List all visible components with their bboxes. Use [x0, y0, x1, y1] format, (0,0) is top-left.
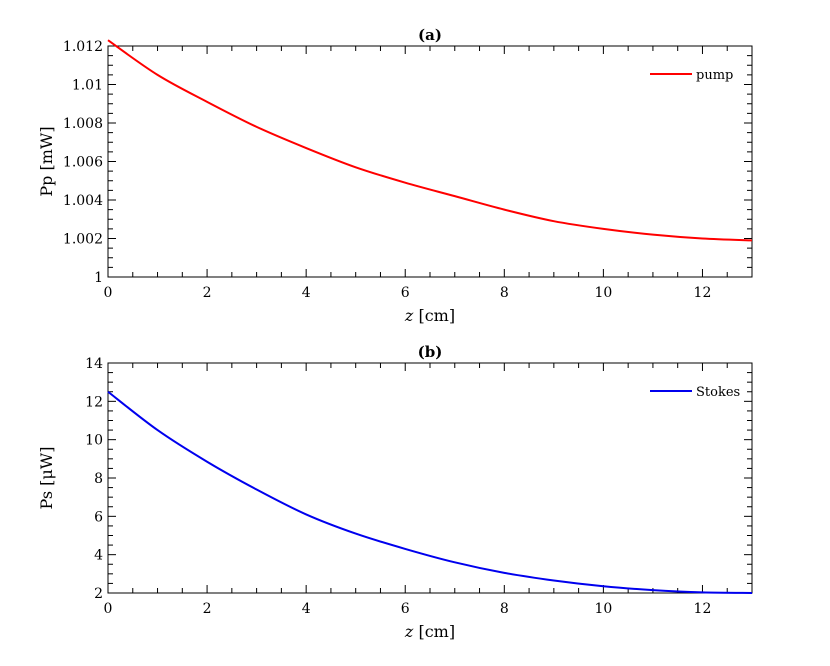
y-tick-label: 4 [94, 548, 103, 564]
y-tick-label: 12 [85, 394, 103, 410]
y-tick-label: 1.012 [63, 39, 103, 55]
x-tick-label: 6 [401, 285, 410, 301]
series-line-stokes [107, 390, 753, 594]
y-tick-label: 10 [85, 433, 103, 449]
plot-frame [107, 45, 753, 278]
x-tick-label: 6 [401, 601, 410, 617]
x-axis-label: z [cm] [404, 306, 455, 325]
panel-title: (b) [418, 343, 443, 361]
x-axis-label-unit: [cm] [413, 306, 455, 325]
x-axis-label: z [cm] [404, 622, 455, 641]
y-tick-label: 8 [94, 471, 103, 487]
x-tick-label: 10 [594, 285, 612, 301]
x-tick-label: 2 [203, 601, 212, 617]
x-tick-label: 10 [594, 601, 612, 617]
chart-panel-a: (a) 0 2 4 6 8 10 12 1 1.002 1.004 1.006 1.008 1.01 1.0… [37, 26, 753, 325]
y-tick-label: 2 [94, 586, 103, 602]
legend-label: pump [696, 68, 733, 83]
y-tick-label: 1.004 [63, 193, 103, 209]
y-tick-label: 1.002 [63, 232, 103, 248]
y-tick-label: 1.006 [63, 155, 103, 171]
x-axis-label-unit: [cm] [413, 622, 455, 641]
plot-frame [107, 362, 753, 594]
series-line-pump [107, 39, 753, 242]
x-tick-label: 8 [500, 601, 509, 617]
y-tick-label: 1.01 [72, 78, 103, 94]
y-tick-label: 14 [85, 356, 103, 372]
y-tick-label: 6 [94, 509, 103, 525]
x-axis-label-var: z [404, 306, 414, 325]
x-tick-label: 0 [104, 601, 113, 617]
legend-label: Stokes [696, 385, 740, 400]
x-tick-label: 2 [203, 285, 212, 301]
x-tick-label: 8 [500, 285, 509, 301]
y-tick-label: 1.008 [63, 116, 103, 132]
x-tick-label: 4 [302, 601, 311, 617]
panel-title: (a) [418, 26, 442, 44]
x-tick-label: 12 [694, 285, 712, 301]
x-tick-label: 0 [104, 285, 113, 301]
x-tick-label: 12 [694, 601, 712, 617]
x-axis-label-var: z [404, 622, 414, 641]
y-axis-label: Ps [μW] [37, 447, 56, 510]
x-tick-label: 4 [302, 285, 311, 301]
y-axis-label: Pp [mW] [37, 126, 56, 196]
y-tick-label: 1 [94, 270, 103, 286]
